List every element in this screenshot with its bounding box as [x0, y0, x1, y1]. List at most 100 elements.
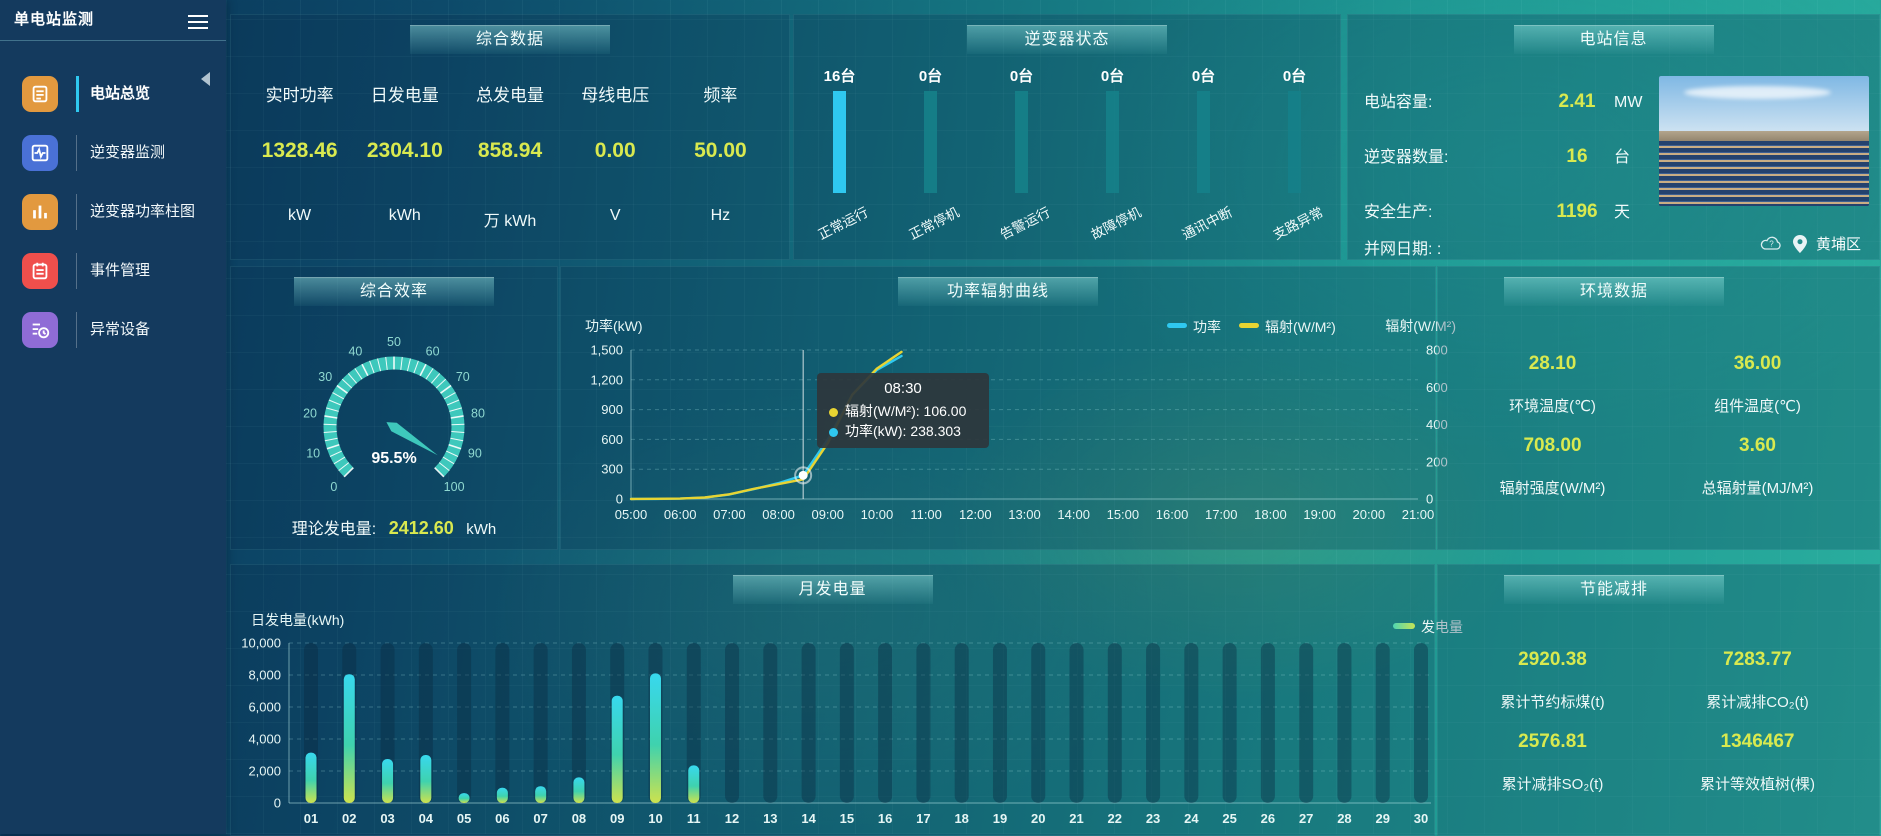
- status-count: 0台: [1282, 68, 1307, 85]
- svg-text:0: 0: [616, 492, 623, 507]
- panel-title: 功率辐射曲线: [898, 277, 1098, 306]
- svg-text:11:00: 11:00: [910, 507, 942, 522]
- monthly-energy-chart[interactable]: 10,000 8,000 6,000 4,000 2,000 0 日发电量(kWh) 01 02…: [231, 565, 1463, 835]
- svg-text:6,000: 6,000: [248, 700, 281, 715]
- chart-tooltip: 08:30 辐射(W/M²): 106.00 功率(kW): 238.303: [817, 373, 989, 448]
- svg-text:辐射(W/M²): 辐射(W/M²): [1265, 319, 1336, 335]
- sidebar-item-inverter-monitor[interactable]: 逆变器监测: [0, 129, 226, 177]
- collapse-panel-arrow[interactable]: [201, 72, 210, 86]
- status-branch-abnormal: 0台 支路异常: [1249, 15, 1340, 259]
- row-label: 理论发电量:: [291, 521, 377, 538]
- status-normal-stop: 0台 正常停机: [885, 15, 976, 259]
- svg-text:900: 900: [601, 402, 623, 417]
- inverter-status-bars: 16台 正常运行 0台 正常停机 0台 告警运行 0台 故障停机 0台 通讯中断…: [794, 15, 1340, 259]
- metric-label: 实时功率: [265, 86, 334, 105]
- svg-text:40: 40: [348, 344, 362, 358]
- saving-labels-row2: 累计减排SO₂(t) 累计等效植树(棵): [1450, 773, 1860, 794]
- abnormal-clock-icon: [22, 312, 58, 348]
- module-temp-label: 组件温度(℃): [1714, 398, 1801, 415]
- status-normal-running: 16台 正常运行: [794, 15, 885, 259]
- safe-production-row: 安全生产: 1196 天: [1364, 198, 1630, 223]
- svg-text:200: 200: [1426, 454, 1448, 469]
- sidebar-item-station-overview[interactable]: 电站总览: [0, 70, 226, 118]
- svg-text:14:00: 14:00: [1057, 507, 1090, 522]
- svg-text:02: 02: [342, 811, 356, 826]
- trees-equivalent-label: 累计等效植树(棵): [1700, 776, 1815, 793]
- panel-efficiency: 综合效率 0 10 20 30 40 50 60 70 80 90 100 95.5% 理论发电量: …: [230, 266, 558, 550]
- metric-frequency: 频率 50.00 Hz: [668, 55, 773, 249]
- svg-text:20: 20: [303, 407, 317, 421]
- svg-text:04: 04: [419, 811, 434, 826]
- power-dot-icon: [829, 427, 838, 437]
- env-values-row1: 28.10 36.00: [1450, 353, 1860, 375]
- panel-overview-data: 综合数据 实时功率 1328.46 kW 日发电量 2304.10 kWh 总发…: [230, 14, 790, 260]
- svg-text:06: 06: [495, 811, 509, 826]
- svg-text:30: 30: [1414, 811, 1428, 826]
- status-count: 0台: [1191, 68, 1216, 85]
- sidebar-item-inverter-power-bars[interactable]: 逆变器功率柱图: [0, 188, 226, 236]
- svg-text:17:00: 17:00: [1205, 507, 1238, 522]
- status-label: 正常运行: [815, 204, 871, 243]
- event-clipboard-icon: [22, 253, 58, 289]
- row-value: 2412.60: [388, 518, 454, 538]
- tooltip-power-row: 功率(kW): 238.303: [829, 421, 977, 441]
- svg-text:8,000: 8,000: [248, 668, 281, 683]
- metric-value: 858.94: [477, 139, 543, 162]
- row-value: 1196: [1556, 201, 1598, 222]
- coal-saved-label: 累计节约标煤(t): [1500, 694, 1605, 711]
- co2-reduced-label: 累计减排CO₂(t): [1706, 694, 1809, 711]
- svg-text:10:00: 10:00: [861, 507, 894, 522]
- weather-cloud-icon[interactable]: ?: [1760, 235, 1784, 252]
- total-radiation-value: 3.60: [1739, 435, 1776, 456]
- sidebar-item-abnormal-devices[interactable]: 异常设备: [0, 306, 226, 354]
- radiation-intensity-value: 708.00: [1523, 435, 1582, 456]
- item-divider: [76, 253, 77, 289]
- svg-text:25: 25: [1222, 811, 1236, 826]
- svg-text:23: 23: [1146, 811, 1160, 826]
- svg-text:10,000: 10,000: [241, 636, 281, 651]
- svg-text:09: 09: [610, 811, 624, 826]
- status-label: 正常停机: [906, 204, 962, 243]
- row-unit: 天: [1614, 204, 1631, 221]
- sidebar-item-label: 事件管理: [90, 262, 151, 279]
- metric-daily-energy: 日发电量 2304.10 kWh: [352, 55, 457, 249]
- panel-title: 电站信息: [1513, 25, 1714, 54]
- overview-metrics: 实时功率 1328.46 kW 日发电量 2304.10 kWh 总发电量 85…: [247, 55, 773, 249]
- svg-text:16: 16: [878, 811, 892, 826]
- svg-text:08: 08: [572, 811, 586, 826]
- panel-energy-saving: 节能减排 2920.38 7283.77 累计节约标煤(t) 累计减排CO₂(t…: [1437, 564, 1880, 836]
- metric-value: 50.00: [694, 139, 747, 162]
- status-label: 故障停机: [1088, 204, 1144, 243]
- row-label: 逆变器数量:: [1364, 149, 1449, 166]
- svg-text:14: 14: [801, 811, 816, 826]
- svg-text:100: 100: [444, 480, 465, 494]
- svg-text:功率(kW): 功率(kW): [585, 318, 643, 334]
- metric-label: 母线电压: [581, 86, 650, 105]
- svg-text:30: 30: [318, 370, 332, 384]
- svg-text:70: 70: [456, 370, 470, 384]
- hamburger-menu-icon[interactable]: [188, 11, 210, 33]
- svg-text:95.5%: 95.5%: [371, 450, 416, 467]
- total-radiation-label: 总辐射量(MJ/M²): [1701, 480, 1814, 497]
- svg-text:12:00: 12:00: [959, 507, 992, 522]
- row-label: 电站容量:: [1364, 94, 1433, 111]
- env-values-row2: 708.00 3.60: [1450, 435, 1860, 457]
- svg-text:80: 80: [471, 407, 485, 421]
- svg-text:13:00: 13:00: [1008, 507, 1041, 522]
- status-comm-interrupt: 0台 通讯中断: [1158, 15, 1249, 259]
- saving-values-row2: 2576.81 1346467: [1450, 731, 1860, 753]
- grid-date-row: 并网日期: :: [1364, 241, 1442, 258]
- row-unit: 台: [1614, 149, 1631, 166]
- status-alarm-running: 0台 告警运行: [976, 15, 1067, 259]
- metric-unit: kW: [288, 207, 312, 224]
- inverter-count-row: 逆变器数量: 16 台: [1364, 143, 1630, 168]
- district-name: 黄埔区: [1815, 236, 1861, 253]
- metric-value: 2304.10: [366, 139, 443, 162]
- svg-text:10: 10: [306, 446, 320, 460]
- svg-text:21: 21: [1069, 811, 1083, 826]
- so2-reduced-value: 2576.81: [1518, 731, 1587, 752]
- sidebar-item-event-management[interactable]: 事件管理: [0, 247, 226, 295]
- theoretical-energy-row: 理论发电量: 2412.60 kWh: [231, 515, 557, 539]
- svg-text:60: 60: [426, 344, 440, 358]
